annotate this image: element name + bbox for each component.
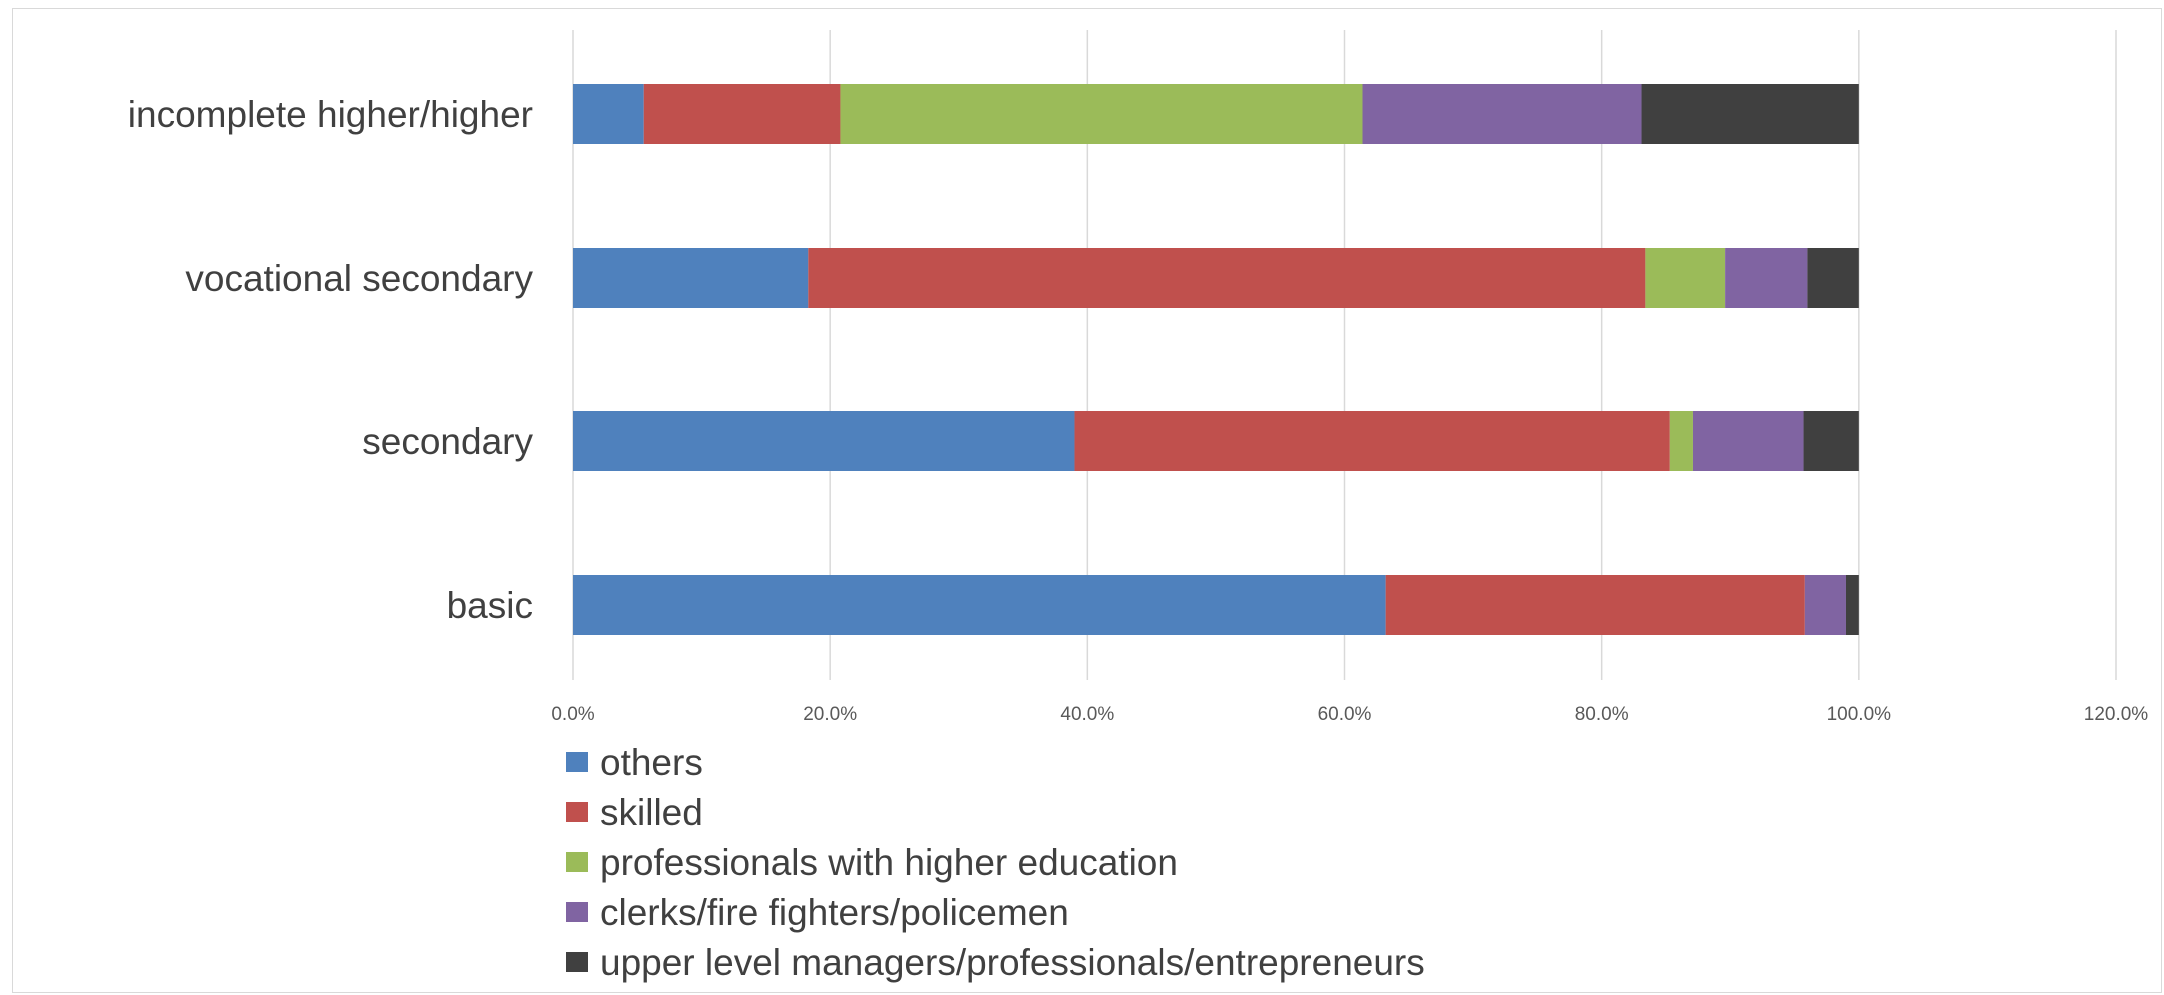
- bar-incomplete-higher-higher-others: [573, 84, 644, 144]
- bar-basic-others: [573, 575, 1386, 635]
- bar-secondary-upper-level-managers-professionals-entrepreneurs: [1803, 411, 1859, 471]
- bar-incomplete-higher-higher-professionals-with-higher-education: [840, 84, 1363, 144]
- legend-swatch-skilled: [566, 802, 588, 822]
- bar-incomplete-higher-higher-skilled: [643, 84, 841, 144]
- bar-vocational-secondary-upper-level-managers-professionals-entrepreneurs: [1807, 248, 1859, 308]
- legend-label: professionals with higher education: [600, 842, 1178, 883]
- legend-swatch-others: [566, 752, 588, 772]
- bar-secondary-others: [573, 411, 1075, 471]
- bar-basic-clerks-fire-fighters-policemen: [1804, 575, 1846, 635]
- bar-secondary-professionals-with-higher-education: [1669, 411, 1693, 471]
- bar-incomplete-higher-higher-clerks-fire-fighters-policemen: [1362, 84, 1642, 144]
- legend-label: upper level managers/professionals/entre…: [600, 942, 1425, 983]
- x-tick-label: 20.0%: [803, 704, 857, 725]
- category-label: incomplete higher/higher: [128, 94, 533, 135]
- bar-vocational-secondary-professionals-with-higher-education: [1645, 248, 1726, 308]
- bar-vocational-secondary-skilled: [808, 248, 1646, 308]
- bar-secondary-skilled: [1074, 411, 1670, 471]
- legend-label: others: [600, 742, 703, 783]
- bar-secondary-clerks-fire-fighters-policemen: [1692, 411, 1804, 471]
- x-tick-label: 80.0%: [1575, 704, 1629, 725]
- x-tick-label: 100.0%: [1827, 704, 1892, 725]
- x-tick-labels: 0.0% 20.0% 40.0% 60.0% 80.0% 100.0% 120.0%: [551, 704, 2148, 725]
- legend-swatch-professionals-with-higher-education: [566, 852, 588, 872]
- bars: [573, 84, 1859, 635]
- bar-basic-upper-level-managers-professionals-entrepreneurs: [1845, 575, 1859, 635]
- legend-label: clerks/fire fighters/policemen: [600, 892, 1069, 933]
- x-tick-label: 40.0%: [1060, 704, 1114, 725]
- bar-incomplete-higher-higher-upper-level-managers-professionals-entrepreneurs: [1641, 84, 1859, 144]
- legend: others skilled professionals with higher e…: [566, 742, 1425, 983]
- legend-swatch-upper-level-managers-professionals-entrepreneurs: [566, 952, 588, 972]
- category-labels: incomplete higher/higher vocational secon…: [128, 94, 534, 626]
- legend-label: skilled: [600, 792, 703, 833]
- category-label: secondary: [362, 421, 533, 462]
- category-label: vocational secondary: [185, 258, 533, 299]
- x-tick-label: 60.0%: [1318, 704, 1372, 725]
- legend-swatch-clerks-fire-fighters-policemen: [566, 902, 588, 922]
- bar-vocational-secondary-others: [573, 248, 809, 308]
- x-tick-label: 0.0%: [551, 704, 594, 725]
- bar-vocational-secondary-clerks-fire-fighters-policemen: [1725, 248, 1808, 308]
- bar-basic-skilled: [1385, 575, 1805, 635]
- x-tick-label: 120.0%: [2084, 704, 2149, 725]
- category-label: basic: [447, 585, 533, 626]
